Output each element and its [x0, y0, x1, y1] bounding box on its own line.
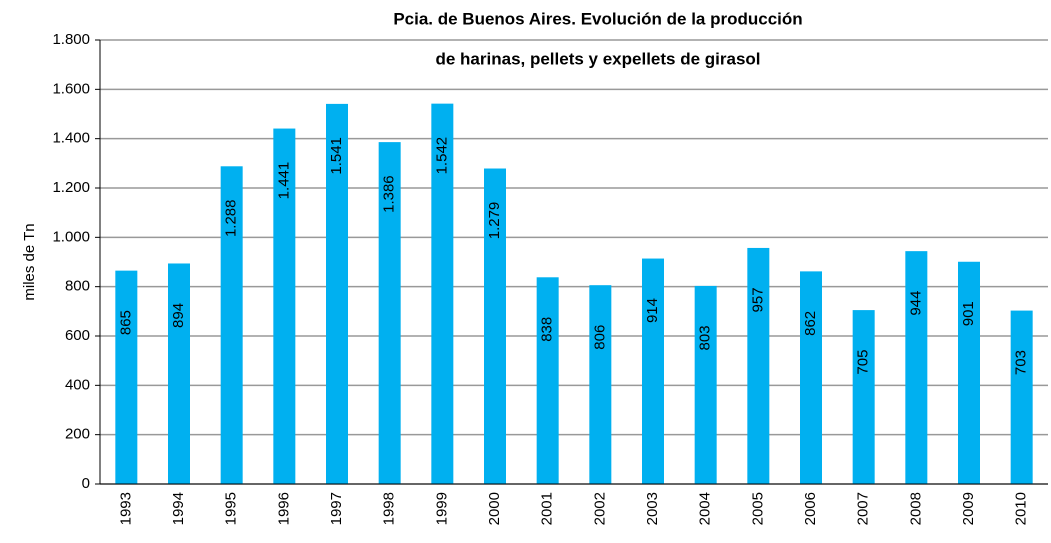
bar — [852, 310, 875, 484]
bar — [484, 168, 506, 484]
bar — [642, 258, 664, 484]
value-label: 705 — [855, 350, 872, 375]
x-tick-label: 2006 — [802, 492, 819, 525]
bar — [168, 263, 190, 484]
value-label: 1.441 — [275, 162, 292, 200]
bar — [589, 285, 612, 484]
x-tick-label: 1994 — [170, 492, 187, 525]
y-tick-label: 400 — [65, 376, 90, 393]
value-label: 865 — [117, 310, 134, 335]
value-label: 862 — [802, 311, 819, 336]
x-tick-label: 1993 — [117, 492, 134, 525]
value-label: 957 — [749, 287, 766, 312]
bar — [273, 128, 296, 484]
value-label: 838 — [539, 317, 556, 342]
x-tick-label: 2004 — [697, 492, 714, 525]
bar — [536, 277, 559, 484]
x-tick-label: 1998 — [381, 492, 398, 525]
x-tick-label: 2007 — [855, 492, 872, 525]
value-label: 1.542 — [433, 137, 450, 175]
y-axis-label: miles de Tn — [21, 223, 38, 300]
x-tick-label: 2000 — [486, 492, 503, 525]
chart-title: Pcia. de Buenos Aires. Evolución de la p… — [393, 9, 802, 28]
value-label: 1.541 — [328, 137, 345, 175]
y-tick-label: 600 — [65, 327, 90, 344]
x-tick-label: 1995 — [223, 492, 240, 525]
bar — [958, 261, 980, 484]
value-label: 944 — [907, 291, 924, 316]
value-label: 894 — [170, 303, 187, 328]
bar — [1010, 310, 1033, 484]
chart-title: de harinas, pellets y expellets de giras… — [435, 49, 760, 68]
x-tick-label: 1997 — [328, 492, 345, 525]
x-tick-label: 1999 — [433, 492, 450, 525]
x-tick-label: 2002 — [591, 492, 608, 525]
x-tick-label: 2005 — [749, 492, 766, 525]
y-tick-label: 1.000 — [52, 228, 90, 245]
y-tick-label: 800 — [65, 278, 90, 295]
bar — [694, 285, 717, 484]
value-label: 703 — [1013, 350, 1030, 375]
y-tick-label: 0 — [82, 475, 90, 492]
y-tick-label: 200 — [65, 426, 90, 443]
x-tick-label: 2010 — [1013, 492, 1030, 525]
value-label: 1.288 — [223, 200, 240, 238]
bar — [326, 103, 348, 485]
y-tick-label: 1.400 — [52, 130, 90, 147]
x-tick-label: 2009 — [960, 492, 977, 525]
bar — [220, 166, 243, 484]
x-tick-label: 2001 — [539, 492, 556, 525]
y-tick-label: 1.600 — [52, 80, 90, 97]
x-tick-label: 1996 — [275, 492, 292, 525]
x-tick-label: 2008 — [907, 492, 924, 525]
bar — [378, 142, 401, 484]
x-tick-label: 2003 — [644, 492, 661, 525]
value-label: 901 — [960, 301, 977, 326]
y-tick-label: 1.800 — [52, 31, 90, 48]
value-label: 806 — [591, 325, 608, 350]
bar — [747, 247, 770, 484]
bar — [905, 251, 928, 484]
y-tick-label: 1.200 — [52, 179, 90, 196]
value-label: 803 — [697, 325, 714, 350]
value-label: 1.386 — [381, 175, 398, 213]
bar — [800, 271, 822, 484]
bar — [115, 270, 138, 484]
bar — [431, 103, 454, 484]
value-label: 1.279 — [486, 202, 503, 240]
value-label: 914 — [644, 298, 661, 323]
